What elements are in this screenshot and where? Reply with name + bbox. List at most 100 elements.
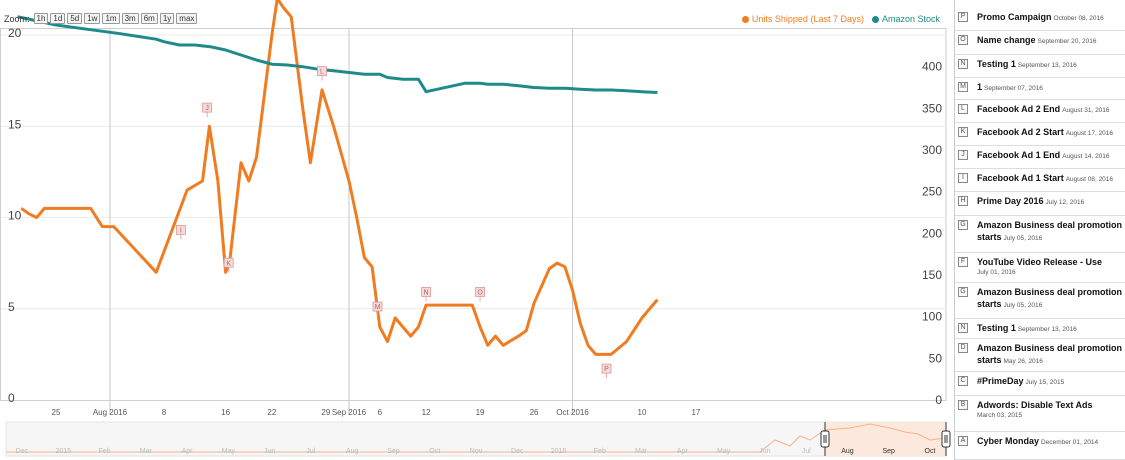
navigator-right-handle[interactable] [941,430,951,448]
zoom-3m-button[interactable]: 3m [121,13,139,24]
amazon-stock-line[interactable] [17,15,658,94]
zoom-max-button[interactable]: max [176,13,198,24]
y-left-tick-label: 5 [8,300,15,314]
event-title: Prime Day 2016 [977,196,1044,206]
chart-legend: Units Shipped (Last 7 Days) Amazon Stock [741,14,940,24]
event-letter-badge: H [958,196,968,206]
event-item[interactable]: A Cyber Monday December 01, 2014 [955,432,1125,460]
annotation-letter: N [424,289,429,296]
y-left-tick-label: 20 [8,26,22,40]
zoom-1d-button[interactable]: 1d [50,13,66,24]
zoom-label: Zoom: [4,13,30,24]
navigator-month-label: Apr [182,448,194,455]
event-letter-badge: P [958,12,968,22]
event-item[interactable]: J Facebook Ad 1 End August 14, 2016 [955,146,1125,169]
x-tick-label: 25 [52,408,61,417]
zoom-1y-button[interactable]: 1y [159,13,175,24]
zoom-1h-button[interactable]: 1h [33,13,49,24]
event-item[interactable]: K Facebook Ad 2 Start August 17, 2016 [955,123,1125,146]
event-date: October 08, 2016 [1053,15,1104,22]
annotation-letter: J [205,105,209,112]
zoom-1w-button[interactable]: 1w [84,13,101,24]
zoom-5d-button[interactable]: 5d [67,13,83,24]
event-date: December 01, 2014 [1041,439,1099,446]
event-item[interactable]: O Name change September 20, 2016 [955,31,1125,55]
event-item[interactable]: N Testing 1 September 13, 2016 [955,319,1125,339]
x-tick-label: Sep 2016 [332,408,367,417]
navigator-selected-range[interactable] [825,422,946,456]
event-item[interactable]: B Adwords: Disable Text Ads March 03, 2015 [955,396,1125,432]
legend-item-units-shipped[interactable]: Units Shipped (Last 7 Days) [741,14,864,24]
navigator-month-label: Jun [264,448,275,455]
event-date: August 14, 2016 [1062,153,1110,160]
annotation-letter: L [320,69,324,76]
event-letter-badge: N [958,59,968,69]
navigator-month-label: 2015 [55,448,71,455]
event-item[interactable]: G Amazon Business deal promotion starts Ju… [955,283,1125,319]
event-text: 1 September 07, 2016 [977,81,1043,95]
event-title: Promo Campaign [977,12,1052,22]
legend-dot-icon [871,15,879,23]
event-date: August 08, 2016 [1065,176,1114,183]
event-item[interactable]: N Testing 1 September 13, 2016 [955,55,1125,78]
x-tick-label: 29 [321,408,330,417]
event-item[interactable]: C #PrimeDay July 15, 2015 [955,372,1125,396]
annotation-letter: O [477,289,483,296]
event-item[interactable]: G Amazon Business deal promotion starts Ju… [955,216,1125,253]
y-right-tick-label: 100 [922,310,942,324]
event-item[interactable]: I Facebook Ad 1 Start August 08, 2016 [955,169,1125,192]
event-date: March 03, 2015 [977,412,1023,419]
event-item[interactable]: M 1 September 07, 2016 [955,78,1125,100]
navigator-month-label: Feb [99,448,111,455]
navigator-month-label: Oct [925,448,936,455]
y-right-tick-label: 300 [922,143,942,157]
chart-area[interactable]: 0 5 10 15 20 0 50 100 150 200 250 300 350 400 25 Aug 20… [0,0,952,460]
y-right-tick-label: 200 [922,226,942,240]
legend-label: Units Shipped (Last 7 Days) [751,14,864,24]
legend-label: Amazon Stock [881,14,940,24]
navigator-month-label: Sep [882,448,895,455]
event-date: July 01, 2016 [977,269,1016,276]
event-title: Name change [977,35,1036,45]
event-title: Testing 1 [977,59,1016,69]
navigator-left-handle[interactable] [820,430,830,448]
zoom-1m-button[interactable]: 1m [102,13,120,24]
event-item[interactable]: L Facebook Ad 2 End August 31, 2016 [955,100,1125,123]
event-letter-badge: B [958,400,968,410]
x-tick-label: 26 [530,408,539,417]
y-right-tick-label: 400 [922,60,942,74]
zoom-6m-button[interactable]: 6m [140,13,158,24]
navigator-month-label: May [717,448,731,455]
event-date: September 13, 2016 [1017,62,1077,69]
plot-border [0,28,947,401]
x-tick-label: 10 [638,408,647,417]
units-shipped-line[interactable] [20,0,659,356]
navigator-month-label: Mar [140,448,153,455]
event-title: Amazon Business deal promotion starts [977,287,1123,309]
y-right-tick-label: 50 [929,351,943,365]
annotation-letter: M [375,304,381,311]
event-date: May 26, 2016 [1003,358,1043,365]
event-letter-badge: C [958,376,968,386]
navigator-month-label: Oct [429,448,440,455]
navigator-month-label: Jul [802,448,811,455]
y-left-tick-label: 15 [8,117,22,131]
event-text: Name change September 20, 2016 [977,34,1096,48]
event-text: Amazon Business deal promotion starts Jul… [977,286,1125,312]
legend-dot-icon [741,15,749,23]
event-letter-badge: O [958,35,968,45]
event-date: July 15, 2015 [1025,379,1065,386]
annotation-letter: I [180,227,182,234]
event-item[interactable]: P Promo Campaign October 08, 2016 [955,8,1125,31]
x-tick-label: 6 [378,408,383,417]
event-item[interactable]: D Amazon Business deal promotion starts Ma… [955,339,1125,372]
y-right-tick-label: 250 [922,185,942,199]
event-item[interactable]: F YouTube Video Release - Use July 01, 201… [955,253,1125,283]
event-item[interactable]: H Prime Day 2016 July 12, 2016 [955,192,1125,216]
x-tick-label: 12 [422,408,431,417]
navigator-background[interactable] [5,421,947,457]
event-date: July 05, 2016 [1003,302,1043,309]
legend-item-amazon-stock[interactable]: Amazon Stock [871,14,940,24]
event-text: Amazon Business deal promotion starts Jul… [977,219,1125,245]
